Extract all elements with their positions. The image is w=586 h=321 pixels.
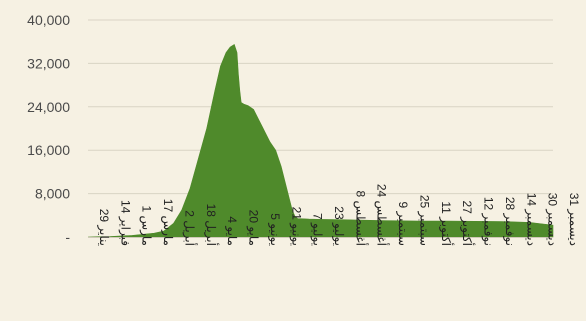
x-axis-ticks: 29 يناير 14 فبراير 1 مارس 17 مارس 2 أبريل 18 … — [97, 184, 581, 246]
x-tick-label: 11 أكتوبر — [439, 201, 454, 246]
y-tick-label: 32,000 — [27, 55, 70, 71]
x-tick-label: 17 مارس — [161, 199, 175, 246]
x-tick-label: 8 أغسطس — [353, 191, 368, 246]
gridlines — [88, 19, 553, 195]
x-tick-label: 25 سبتمبر — [417, 195, 431, 246]
x-tick-label: 12 نوفمبر — [482, 197, 496, 246]
x-tick-label: 7 يوليو — [311, 213, 325, 246]
x-tick-label: 31 ديسمبر — [567, 193, 581, 246]
x-tick-label: 30 ديسمبر — [546, 193, 560, 246]
y-tick-label: 16,000 — [27, 142, 70, 158]
x-tick-label: 20 مايو — [247, 210, 261, 246]
y-tick-label: - — [65, 229, 70, 245]
plot-area — [87, 43, 554, 238]
x-tick-label: 5 يونيو — [268, 213, 282, 246]
y-tick-label: 24,000 — [27, 99, 70, 115]
y-tick-label: 40,000 — [27, 12, 70, 28]
x-tick-label: 2 أبريل — [182, 210, 197, 246]
x-tick-label: 14 فبراير — [118, 200, 132, 246]
area-series — [87, 43, 554, 238]
x-tick-label: 14 ديسمبر — [524, 193, 538, 246]
x-tick-label: 21 يونيو — [289, 207, 303, 246]
x-tick-label: 24 أغسطس — [375, 184, 390, 246]
x-tick-label: 28 نوفمبر — [503, 197, 517, 246]
y-tick-label: 8,000 — [35, 186, 70, 202]
x-tick-label: 1 مارس — [140, 205, 154, 246]
x-tick-label: 18 أبريل — [204, 204, 219, 246]
x-tick-label: 4 مايو — [225, 216, 239, 246]
x-tick-label: 9 سبتمبر — [396, 202, 410, 247]
x-tick-label: 27 أكتوبر — [460, 200, 475, 246]
x-tick-label: 29 يناير — [97, 209, 111, 246]
y-axis-ticks: - 8,000 16,000 24,000 32,000 40,000 — [27, 12, 70, 245]
x-tick-label: 23 يوليو — [332, 206, 346, 246]
